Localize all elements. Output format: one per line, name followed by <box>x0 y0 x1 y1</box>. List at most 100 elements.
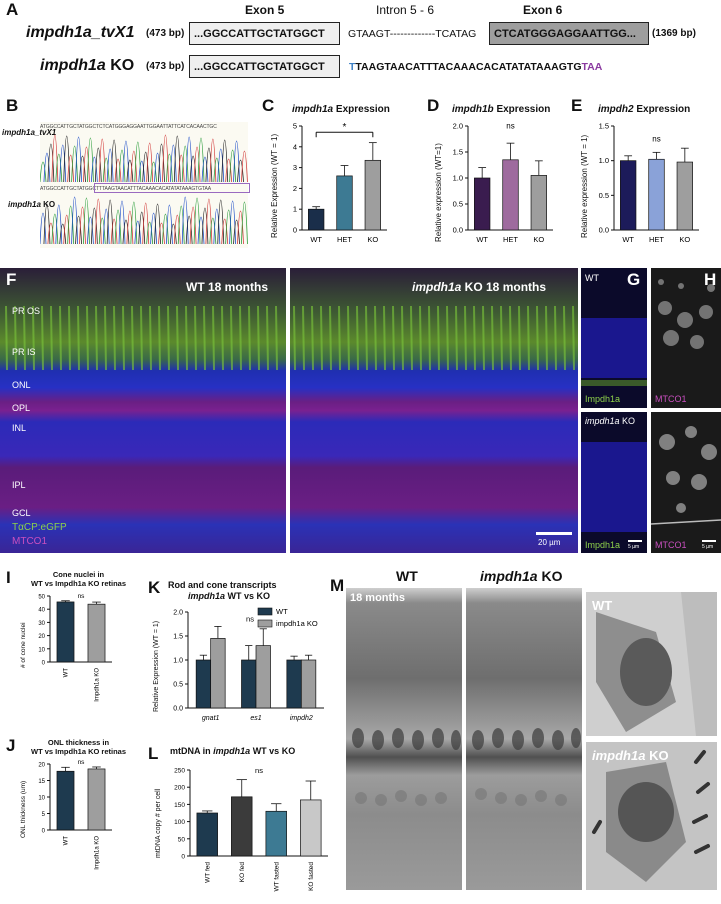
bar <box>286 659 302 709</box>
trace-peak <box>87 137 94 183</box>
g-scale-label: 5 µm <box>628 544 640 550</box>
g-bottom-image <box>581 412 647 553</box>
trace-peak <box>201 207 209 245</box>
chart-e-ylabel: Relative expression (WT = 1) <box>580 134 589 238</box>
bar <box>241 659 257 709</box>
layer-opl: OPL <box>12 403 31 413</box>
bar <box>255 645 271 709</box>
trace-peak <box>142 202 150 245</box>
y-tick-label: 1 <box>293 205 297 214</box>
trace-peak <box>110 139 118 183</box>
row2-seq-mid: TAAGTAACATTTACAAACACATATATAAAGTG <box>355 61 582 73</box>
chart-i-ylabel: # of cone nuclei <box>20 622 27 668</box>
chart-l-ylabel: mtDNA copy # per cell <box>155 788 162 858</box>
trace-peak <box>209 217 217 245</box>
trace-peak <box>94 147 102 183</box>
trace-peak <box>130 201 138 245</box>
chart-l-title-italic: impdh1a <box>213 746 251 756</box>
cone-line <box>104 305 107 371</box>
cone-line <box>275 305 278 371</box>
m-title-wt: WT <box>396 568 418 584</box>
cone-line <box>59 305 62 371</box>
chart-k-title-2-italic: impdh1a <box>188 591 226 601</box>
m-ko-inset-label-rest: KO <box>645 748 669 763</box>
trace-peak <box>193 197 201 245</box>
cone-line <box>167 305 170 371</box>
cone-line <box>518 305 521 371</box>
row1-exon5-box: ...GGCCATTGCTATGGCT <box>189 22 340 45</box>
g-top-image <box>581 268 647 408</box>
panel-letter-c: C <box>262 96 275 115</box>
bar <box>300 659 317 709</box>
sig-ns: ns <box>78 759 86 766</box>
trace-peak <box>122 140 130 183</box>
x-tick-label: HET <box>503 235 518 244</box>
f-scale-bar <box>536 532 572 535</box>
cone-line <box>257 305 260 371</box>
panel-letter-g: G <box>627 270 641 289</box>
trace-peak <box>83 197 90 245</box>
cone-line <box>185 305 188 371</box>
trace-peak <box>98 138 106 183</box>
y-tick-label: 1.5 <box>599 122 609 131</box>
y-tick-label: 0.5 <box>453 200 463 209</box>
row1-exon6-box: CTCATGGGAGGAATTGG... <box>489 22 649 45</box>
bar <box>231 796 253 857</box>
m-title-ko: impdh1a KO <box>480 568 562 584</box>
cone-line <box>338 305 341 371</box>
chart-e: 0.0 0.5 1.0 1.5 WT HET KO ns <box>599 122 699 244</box>
trace-peak <box>87 216 94 245</box>
y-tick-label: 2.0 <box>173 610 183 617</box>
trace-peak <box>106 148 114 183</box>
g-bottom-label-rest: KO <box>619 416 636 426</box>
trace-peak <box>71 196 78 245</box>
bar <box>265 810 287 857</box>
trace-peak <box>197 137 205 183</box>
trace-peak <box>169 223 177 245</box>
trace-peak <box>51 134 59 183</box>
legend-label: WT <box>276 607 288 616</box>
trace-peak <box>43 152 51 183</box>
trace-peak <box>241 150 248 183</box>
trace-peak <box>134 220 142 245</box>
trace-peak <box>79 155 86 183</box>
cone-line <box>266 305 269 371</box>
trace-peak <box>233 219 240 245</box>
trace-peak <box>173 214 181 245</box>
cone-line <box>41 305 44 371</box>
trace-peak <box>150 161 157 183</box>
cone-line <box>347 305 350 371</box>
m-ko-em-graphic <box>466 588 582 890</box>
chart-k-title-2-rest: WT vs KO <box>225 591 271 601</box>
trace-peak <box>142 151 150 183</box>
trace-peak <box>209 138 217 183</box>
y-tick-label: 10 <box>38 647 45 653</box>
x-tick-label: KO <box>533 235 544 244</box>
trace-peak <box>177 154 185 183</box>
m-ko-inset-label: impdh1a KO <box>592 748 669 763</box>
cone-line <box>419 305 422 371</box>
cone-line <box>86 305 89 371</box>
layer-pr-is: PR IS <box>12 347 36 357</box>
x-tick-label: WT fed <box>204 862 211 883</box>
y-tick-label: 1.0 <box>599 156 609 165</box>
cone-line <box>122 305 125 371</box>
trace-peak <box>154 203 161 245</box>
y-tick-label: 10 <box>38 796 45 802</box>
x-tick-label: WT <box>622 235 634 244</box>
trace-peak <box>94 198 102 245</box>
trace-peak <box>233 140 240 183</box>
trace-peak <box>83 146 90 183</box>
trace-peak <box>213 208 221 245</box>
x-tick-label: impdh2 <box>290 715 313 722</box>
f-title-wt: WT 18 months <box>186 280 269 294</box>
layer-gcl: GCL <box>12 508 31 518</box>
trace-peak <box>118 149 126 183</box>
y-tick-label: 1.0 <box>173 658 183 665</box>
y-tick-label: 0 <box>293 226 297 235</box>
trace-peak <box>110 218 118 245</box>
cone-line <box>194 305 197 371</box>
chart-c: 0 1 2 3 4 5 WT HET KO * <box>293 122 387 244</box>
trace-peak <box>98 217 106 245</box>
h-top-stain: MTCO1 <box>655 394 687 404</box>
